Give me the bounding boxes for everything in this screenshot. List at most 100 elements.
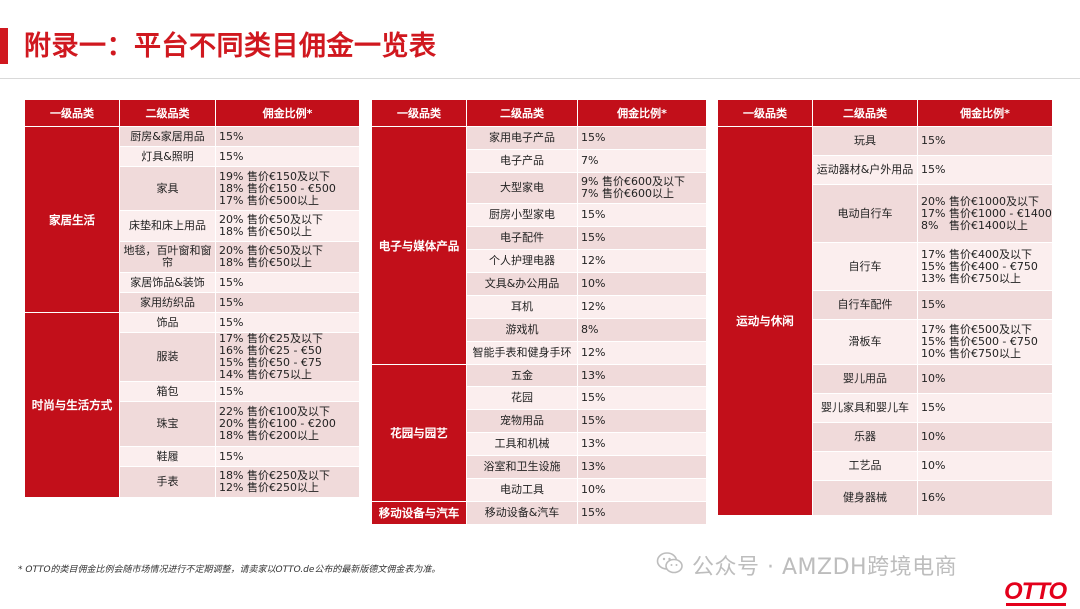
category-level2-cell: 鞋履 bbox=[119, 446, 216, 467]
category-level2-cell: 乐器 bbox=[812, 422, 918, 452]
category-level2-cell: 家具 bbox=[119, 166, 216, 211]
commission-rate-cell: 15% bbox=[577, 203, 707, 227]
commission-table-3: 一级品类 二级品类 佣金比例* 运动与休闲 玩具 15% 运动器材&户外用品 15% 电动自行车… bbox=[717, 99, 1053, 516]
commission-rate-cell: 15% bbox=[917, 126, 1053, 156]
table-row: 自行车配件 15% bbox=[718, 290, 1053, 320]
commission-rate-cell: 12% bbox=[577, 295, 707, 319]
commission-rate-cell: 13% bbox=[577, 364, 707, 387]
category-level2-cell: 手表 bbox=[119, 466, 216, 498]
category-level2-cell: 浴室和卫生设施 bbox=[466, 455, 578, 479]
table-row: 运动器材&户外用品 15% bbox=[718, 155, 1053, 185]
category-level2-cell: 智能手表和健身手环 bbox=[466, 341, 578, 365]
category-level2-cell: 家居饰品&装饰 bbox=[119, 272, 216, 293]
commission-rate-cell: 19% 售价€150及以下 18% 售价€150 - €500 17% 售价€5… bbox=[215, 166, 360, 211]
category-level2-cell: 电动工具 bbox=[466, 478, 578, 502]
commission-rate-cell: 15% bbox=[215, 292, 360, 313]
category-level2-cell: 厨房小型家电 bbox=[466, 203, 578, 227]
commission-rate-cell: 13% bbox=[577, 455, 707, 479]
commission-rate-cell: 15% bbox=[215, 126, 360, 147]
table-row: 自行车 17% 售价€400及以下 15% 售价€400 - €750 13% 售… bbox=[718, 242, 1053, 291]
title-accent-bar bbox=[0, 28, 8, 64]
footnote: * OTTO的类目佣金比例会随市场情况进行不定期调整，请卖家以OTTO.de公布… bbox=[18, 565, 441, 575]
watermark-text: 公众号 · AMZDH跨境电商 bbox=[692, 555, 958, 580]
column-header: 佣金比例* bbox=[577, 99, 707, 127]
category-level2-cell: 文具&办公用品 bbox=[466, 272, 578, 296]
category-level2-cell: 厨房&家居用品 bbox=[119, 126, 216, 147]
table-row: 电子配件 15% bbox=[372, 226, 707, 250]
table-row: 家居生活 厨房&家居用品 15% bbox=[24, 126, 360, 313]
category-level2-cell: 服装 bbox=[119, 332, 216, 382]
category-level2-cell: 健身器械 bbox=[812, 480, 918, 516]
column-header: 佣金比例* bbox=[215, 99, 360, 127]
table-row: 手表 18% 售价€250及以下 12% 售价€250以上 bbox=[25, 466, 360, 498]
commission-rate-cell: 17% 售价€25及以下 16% 售价€25 - €50 15% 售价€50 -… bbox=[215, 332, 360, 382]
category-level2-cell: 工具和机械 bbox=[466, 432, 578, 456]
commission-rate-cell: 18% 售价€250及以下 12% 售价€250以上 bbox=[215, 466, 360, 498]
category-level2-cell: 灯具&照明 bbox=[119, 146, 216, 167]
category-level2-cell: 耳机 bbox=[466, 295, 578, 319]
page-title: 附录一：平台不同类目佣金一览表 bbox=[24, 31, 437, 62]
table-row: 服装 17% 售价€25及以下 16% 售价€25 - €50 15% 售价€50… bbox=[25, 332, 360, 382]
column-header: 佣金比例* bbox=[917, 99, 1053, 127]
category-level2-cell: 自行车配件 bbox=[812, 290, 918, 320]
category-level2-cell: 游戏机 bbox=[466, 318, 578, 342]
table-row: 珠宝 22% 售价€100及以下 20% 售价€100 - €200 18% 售价… bbox=[25, 401, 360, 447]
table-row: 电子与媒体产品 家用电子产品 15% bbox=[371, 126, 707, 365]
commission-rate-cell: 15% bbox=[917, 155, 1053, 185]
category-level2-cell: 家用纺织品 bbox=[119, 292, 216, 313]
commission-rate-cell: 10% bbox=[577, 478, 707, 502]
category-level2-cell: 家用电子产品 bbox=[466, 126, 578, 150]
column-header: 二级品类 bbox=[812, 99, 918, 127]
category-level2-cell: 婴儿用品 bbox=[812, 364, 918, 394]
commission-rate-cell: 10% bbox=[917, 451, 1053, 481]
category-level2-cell: 个人护理电器 bbox=[466, 249, 578, 273]
table-row: 文具&办公用品 10% bbox=[372, 272, 707, 296]
category-level1-cell: 花园与园艺 bbox=[371, 364, 467, 502]
commission-rate-cell: 15% bbox=[917, 393, 1053, 423]
table-row: 家居饰品&装饰 15% bbox=[25, 272, 360, 293]
commission-table-2: 一级品类 二级品类 佣金比例* 电子与媒体产品 家用电子产品 15% 电子产品 7% 大型家电 9… bbox=[371, 99, 707, 525]
column-header: 一级品类 bbox=[371, 99, 467, 127]
commission-rate-cell: 15% bbox=[917, 290, 1053, 320]
commission-rate-cell: 17% 售价€400及以下 15% 售价€400 - €750 13% 售价€7… bbox=[917, 242, 1053, 291]
category-level2-cell: 工艺品 bbox=[812, 451, 918, 481]
commission-rate-cell: 15% bbox=[577, 409, 707, 433]
table-row: 电动工具 10% bbox=[372, 478, 707, 502]
commission-rate-cell: 13% bbox=[577, 432, 707, 456]
category-level2-cell: 婴儿家具和婴儿车 bbox=[812, 393, 918, 423]
table-row: 家用纺织品 15% bbox=[25, 292, 360, 313]
table-row: 厨房小型家电 15% bbox=[372, 203, 707, 227]
category-level2-cell: 电子配件 bbox=[466, 226, 578, 250]
category-level2-cell: 床垫和床上用品 bbox=[119, 210, 216, 242]
category-level1-cell: 移动设备与汽车 bbox=[371, 501, 467, 525]
commission-rate-cell: 10% bbox=[917, 422, 1053, 452]
table-row: 大型家电 9% 售价€600及以下 7% 售价€600以上 bbox=[372, 172, 707, 204]
commission-rate-cell: 15% bbox=[577, 126, 707, 150]
commission-rate-cell: 20% 售价€50及以下 18% 售价€50以上 bbox=[215, 210, 360, 242]
commission-rate-cell: 15% bbox=[215, 146, 360, 167]
commission-rate-cell: 15% bbox=[577, 501, 707, 525]
category-level1-cell: 运动与休闲 bbox=[717, 126, 813, 516]
category-level2-cell: 宠物用品 bbox=[466, 409, 578, 433]
table-row: 婴儿用品 10% bbox=[718, 364, 1053, 394]
title-divider bbox=[0, 78, 1080, 79]
table-row: 花园与园艺 五金 13% bbox=[371, 364, 707, 502]
category-level2-cell: 移动设备&汽车 bbox=[466, 501, 578, 525]
category-level2-cell: 花园 bbox=[466, 386, 578, 410]
commission-rate-cell: 12% bbox=[577, 249, 707, 273]
category-level2-cell: 珠宝 bbox=[119, 401, 216, 447]
commission-rate-cell: 15% bbox=[577, 226, 707, 250]
table-row: 鞋履 15% bbox=[25, 446, 360, 467]
wechat-logo-icon bbox=[656, 552, 683, 574]
category-level2-cell: 饰品 bbox=[119, 312, 216, 333]
category-level2-cell: 箱包 bbox=[119, 381, 216, 402]
commission-rate-cell: 15% bbox=[215, 312, 360, 333]
table-row: 灯具&照明 15% bbox=[25, 146, 360, 167]
commission-rate-cell: 22% 售价€100及以下 20% 售价€100 - €200 18% 售价€2… bbox=[215, 401, 360, 447]
table-header-row: 一级品类 二级品类 佣金比例* bbox=[371, 99, 707, 127]
table-row: 健身器械 16% bbox=[718, 480, 1053, 516]
commission-rate-cell: 15% bbox=[215, 272, 360, 293]
commission-rate-cell: 17% 售价€500及以下 15% 售价€500 - €750 10% 售价€7… bbox=[917, 319, 1053, 365]
commission-rate-cell: 8% bbox=[577, 318, 707, 342]
otto-logo[interactable]: OTTO bbox=[1004, 578, 1067, 606]
